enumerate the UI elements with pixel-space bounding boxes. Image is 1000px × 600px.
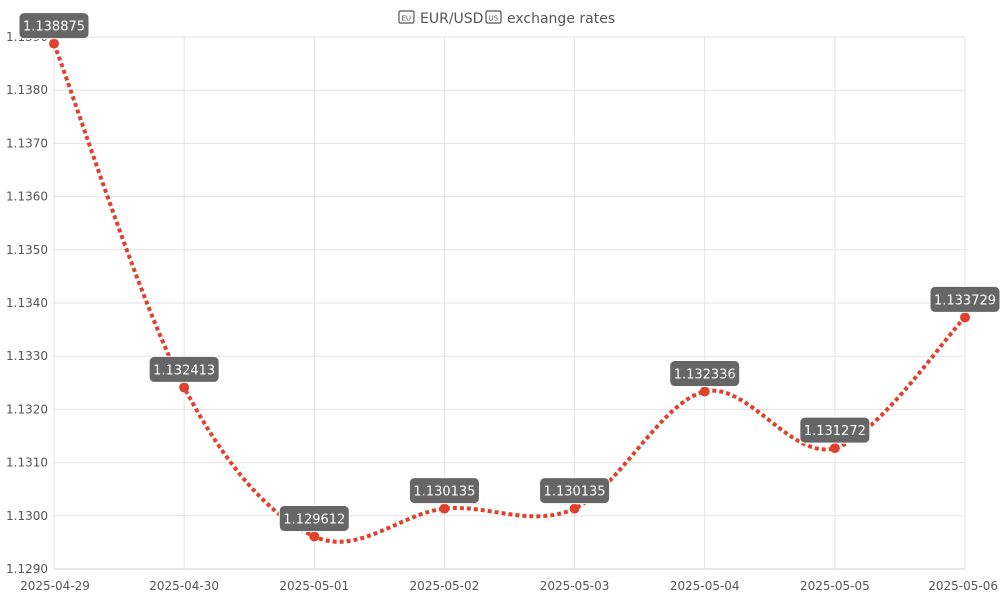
x-tick-label: 2025-05-06 [928, 579, 998, 593]
data-label-text: 1.129612 [283, 512, 345, 527]
x-tick-label: 2025-05-05 [800, 579, 870, 593]
series-line [52, 42, 967, 544]
chart-title-suffix: exchange rates [507, 11, 615, 27]
axis-layer: 1.1290 1.1300 1.1310 1.1320 1.1330 1.1340 1.13… [6, 30, 998, 593]
y-tick-label: 1.1300 [6, 509, 48, 523]
data-label: 1.138875 [18, 12, 90, 40]
data-label: 1.130135 [539, 477, 611, 505]
data-label: 1.132336 [669, 360, 741, 388]
y-tick-label: 1.1310 [6, 456, 48, 470]
data-point [179, 382, 190, 393]
data-label-text: 1.130135 [544, 485, 606, 500]
data-label-box [799, 416, 871, 444]
x-tick-label: 2025-05-02 [410, 579, 480, 593]
svg-text:US: US [489, 15, 499, 23]
data-point [699, 386, 710, 397]
x-tick-label: 2025-05-04 [670, 579, 740, 593]
data-point [960, 312, 970, 323]
x-tick-label: 2025-05-03 [540, 579, 610, 593]
data-label-box [408, 477, 480, 505]
data-label-text: 1.132413 [153, 363, 215, 378]
y-tick-label: 1.1320 [6, 402, 48, 416]
data-label-box [929, 285, 1000, 313]
y-tick-label: 1.1340 [6, 296, 48, 310]
chart-title-base: EUR/USD [420, 11, 483, 27]
data-point [49, 38, 59, 49]
chart-title: EU EUR/USD US exchange rates [398, 10, 615, 27]
x-tick-label: 2025-04-29 [20, 579, 90, 593]
x-tick-label: 2025-05-01 [279, 579, 349, 593]
y-tick-label: 1.1360 [6, 190, 48, 204]
y-tick-label: 1.1350 [6, 243, 48, 257]
data-label-box [18, 12, 90, 40]
data-point [309, 531, 320, 542]
data-label: 1.130135 [408, 477, 480, 505]
data-label-box [148, 355, 220, 383]
data-point [829, 443, 840, 454]
x-tick-label: 2025-04-30 [149, 579, 219, 593]
data-label-text: 1.133729 [934, 293, 996, 308]
eu-flag-icon: EU [398, 10, 415, 24]
data-label-box [278, 504, 350, 532]
data-point [569, 503, 580, 514]
y-tick-label: 1.1330 [6, 349, 48, 363]
grid-layer [53, 36, 966, 570]
data-point [439, 503, 450, 514]
data-label: 1.129612 [278, 504, 350, 532]
y-tick-label: 1.1290 [6, 562, 48, 576]
data-label-text: 1.131272 [804, 424, 866, 439]
data-points-layer [49, 38, 970, 542]
data-label-text: 1.138875 [23, 20, 85, 35]
svg-text:EU: EU [402, 15, 412, 23]
data-label: 1.131272 [799, 416, 871, 444]
y-tick-label: 1.1380 [6, 83, 48, 97]
data-labels-layer: 1.138875 1.132413 1.129612 1.130135 1.130135… [18, 12, 1000, 532]
data-label-box [539, 477, 611, 505]
series-line-layer [52, 42, 967, 544]
us-flag-icon: US [485, 10, 502, 24]
data-label: 1.132413 [148, 355, 220, 383]
data-label-text: 1.132336 [674, 368, 736, 383]
data-label: 1.133729 [929, 285, 1000, 313]
y-tick-label: 1.1370 [6, 136, 48, 150]
data-label-text: 1.130135 [413, 485, 475, 500]
data-label-box [669, 360, 741, 388]
